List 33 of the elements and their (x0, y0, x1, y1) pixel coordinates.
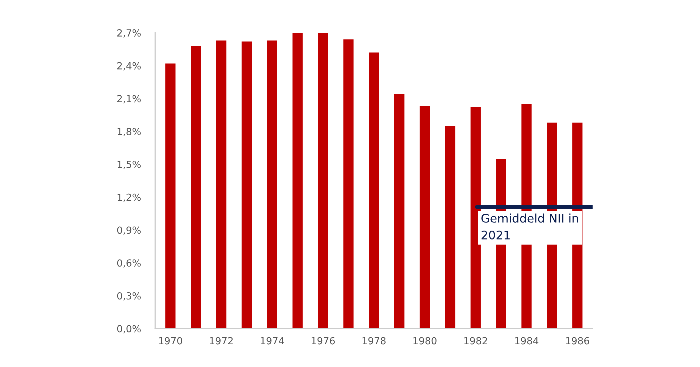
y-tick-label: 0,3% (117, 292, 141, 301)
bar (191, 46, 202, 329)
bar (267, 40, 278, 329)
bar (216, 40, 227, 329)
x-tick-label: 1974 (261, 337, 284, 345)
x-tick-label: 1986 (566, 337, 590, 345)
x-tick-label: 1982 (464, 337, 488, 345)
y-tick-label: 2,4% (118, 62, 141, 71)
x-tick-label: 1976 (312, 337, 336, 345)
x-tick-label: 1978 (362, 337, 386, 345)
y-tick-label: 1,2% (118, 194, 141, 202)
ref-line-label: Gemiddeld NII in 2021 (482, 214, 578, 240)
bar (445, 126, 456, 329)
x-tick-label: 1972 (210, 337, 233, 345)
x-tick-label: 1980 (414, 337, 437, 345)
y-tick-label: 0,6% (117, 260, 141, 268)
x-tick-label: 1984 (515, 337, 539, 345)
bar (369, 52, 380, 329)
y-tick-label: 2,1% (118, 95, 141, 104)
bar (242, 42, 252, 329)
bar (318, 33, 328, 329)
bar (292, 33, 303, 329)
y-tick-label: 2,7% (118, 30, 141, 38)
bar (166, 64, 176, 329)
bar (394, 94, 405, 329)
y-tick-label: 0,0% (117, 325, 141, 334)
y-tick-label: 1,5% (118, 160, 141, 170)
x-tick-label: 1970 (159, 337, 182, 345)
bar (420, 106, 430, 329)
y-tick-label: 1,8% (118, 128, 141, 136)
y-tick-label: 0,9% (117, 226, 141, 236)
bar (470, 108, 481, 329)
bar (344, 40, 354, 329)
